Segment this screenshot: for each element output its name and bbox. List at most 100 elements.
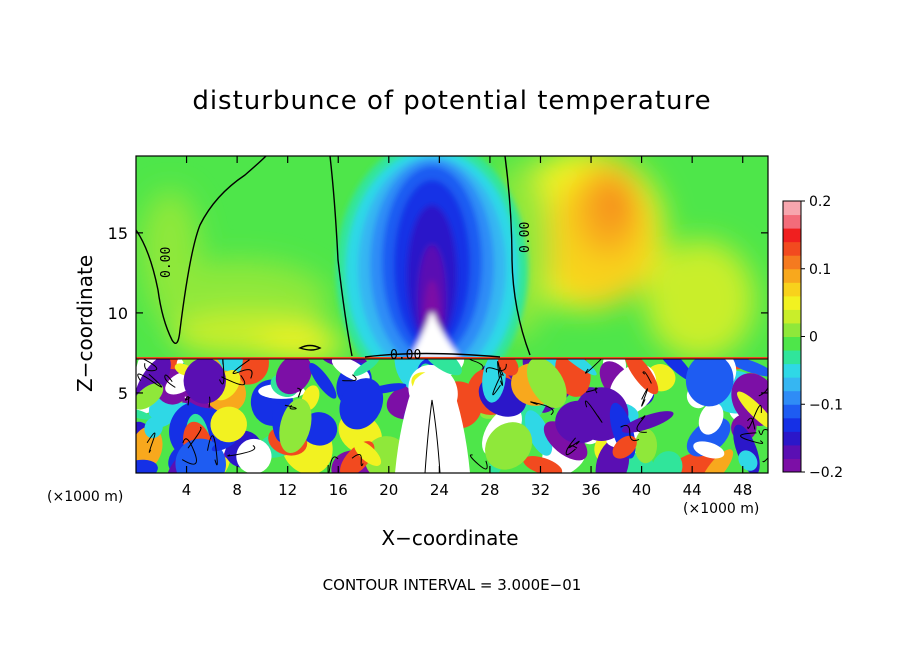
x-axis-unit-label: (×1000 m) xyxy=(47,489,124,505)
colorbar-swatch xyxy=(783,309,801,324)
contour-squiggle xyxy=(636,415,647,433)
central-plume-contour xyxy=(424,399,441,473)
field-blob xyxy=(651,451,683,473)
colorbar-swatch xyxy=(783,390,801,405)
contour-squiggle xyxy=(187,426,202,449)
field-blob xyxy=(523,456,563,473)
field-blob xyxy=(136,459,158,473)
field-blob xyxy=(524,410,553,456)
colorbar-swatch xyxy=(783,444,801,459)
colorbar-swatch xyxy=(783,268,801,283)
contour-interval-note: CONTOUR INTERVAL = 3.000E−01 xyxy=(322,576,582,594)
field-blob xyxy=(275,357,312,395)
field-blob xyxy=(279,398,312,454)
contour-squiggle xyxy=(585,357,604,374)
field-blob xyxy=(236,438,272,473)
field-blob xyxy=(331,357,370,382)
field-blob xyxy=(668,451,725,473)
contour-squiggle xyxy=(146,432,156,453)
contour-label: 0.00 xyxy=(159,247,174,278)
colorbar-tick-label: −0.1 xyxy=(809,397,843,413)
colorbar-swatch xyxy=(783,201,801,216)
contour-squiggle xyxy=(584,400,603,423)
contour-squiggle xyxy=(485,363,507,373)
contour-squiggle xyxy=(740,432,764,444)
colorbar-swatch xyxy=(783,282,801,297)
colorbar-tick-label: 0.2 xyxy=(809,194,831,210)
field-blob xyxy=(136,383,164,410)
x-axis-title: X−coordinate xyxy=(381,526,519,550)
field-blob xyxy=(621,411,674,433)
colorbar-swatch xyxy=(783,431,801,446)
colorbar-swatch xyxy=(783,458,801,473)
field-blob xyxy=(685,357,734,407)
field-blob xyxy=(555,400,603,444)
colorbar-swatch xyxy=(783,350,801,365)
colorbar-tick-label: −0.2 xyxy=(809,465,843,481)
colorbar-swatch xyxy=(783,377,801,392)
contour-squiggle xyxy=(143,358,158,372)
contour-squiggle xyxy=(351,454,364,467)
x-tick-label: 12 xyxy=(278,481,297,499)
colorbar-swatch xyxy=(783,214,801,229)
field-blob xyxy=(701,449,734,473)
field-upper-layer xyxy=(136,156,768,358)
contour-squiggle xyxy=(164,374,176,388)
contour-squiggle xyxy=(184,396,191,406)
colorbar-swatch xyxy=(783,241,801,256)
field-blob xyxy=(339,378,384,430)
y-tick-label: 10 xyxy=(108,304,128,323)
contour-label: 0.00 xyxy=(518,222,533,253)
contour-squiggle xyxy=(297,387,302,398)
colorbar-swatch xyxy=(783,295,801,310)
colorbar-swatch xyxy=(783,255,801,270)
contour-squiggle xyxy=(232,359,253,379)
contour-squiggle xyxy=(585,387,598,394)
contour-squiggle xyxy=(342,374,357,382)
field-blob xyxy=(727,357,768,377)
field-blob xyxy=(738,450,758,471)
x-tick-label: 32 xyxy=(531,481,550,499)
field-blob xyxy=(634,428,658,464)
contour-squiggle xyxy=(137,373,163,388)
contour-squiggle xyxy=(641,388,649,407)
field-blob xyxy=(485,422,533,470)
contour-squiggle xyxy=(642,371,652,384)
field-blob xyxy=(624,357,659,395)
x-axis: 4 8 12 16 20 24 28 32 36 40 44 48 xyxy=(182,156,752,499)
field-blob xyxy=(526,357,567,409)
x-axis-unit-label-right: (×1000 m) xyxy=(683,501,760,517)
contour-squiggle xyxy=(221,375,246,386)
field-blob xyxy=(353,357,380,377)
colorbar-swatch xyxy=(783,336,801,351)
colorbar-swatch xyxy=(783,228,801,243)
field-blob xyxy=(612,435,637,459)
field-blob xyxy=(693,441,725,459)
colorbar-swatch xyxy=(783,404,801,419)
field-blob xyxy=(183,357,227,404)
colorbar-swatch xyxy=(783,322,801,337)
contour-squiggle xyxy=(747,404,762,429)
contour-lines xyxy=(136,156,531,358)
y-axis: 5 10 15 xyxy=(108,224,768,403)
contour-squiggle xyxy=(227,444,256,457)
contour-squiggle xyxy=(762,457,768,463)
contour-squiggle xyxy=(620,424,640,442)
contour-squiggle xyxy=(207,435,218,466)
contour-squiggle xyxy=(284,404,297,410)
chart-title: disturbunce of potential temperature xyxy=(192,86,712,116)
contour-labels: 0.00 0.00 0.00 xyxy=(159,222,533,363)
x-tick-label: 44 xyxy=(683,481,702,499)
contour-squiggle xyxy=(497,361,503,386)
field-blob xyxy=(144,417,163,439)
field-blob xyxy=(737,391,768,430)
contour-squiggle xyxy=(568,437,580,449)
x-tick-label: 36 xyxy=(581,481,600,499)
y-axis-title: Z−coordinate xyxy=(73,254,97,392)
contour-label: 0.00 xyxy=(390,348,421,363)
contour-squiggle xyxy=(467,357,484,370)
colorbar-swatch xyxy=(783,417,801,432)
colorbar-tick-label: 0.1 xyxy=(809,262,831,278)
x-tick-label: 48 xyxy=(733,481,752,499)
